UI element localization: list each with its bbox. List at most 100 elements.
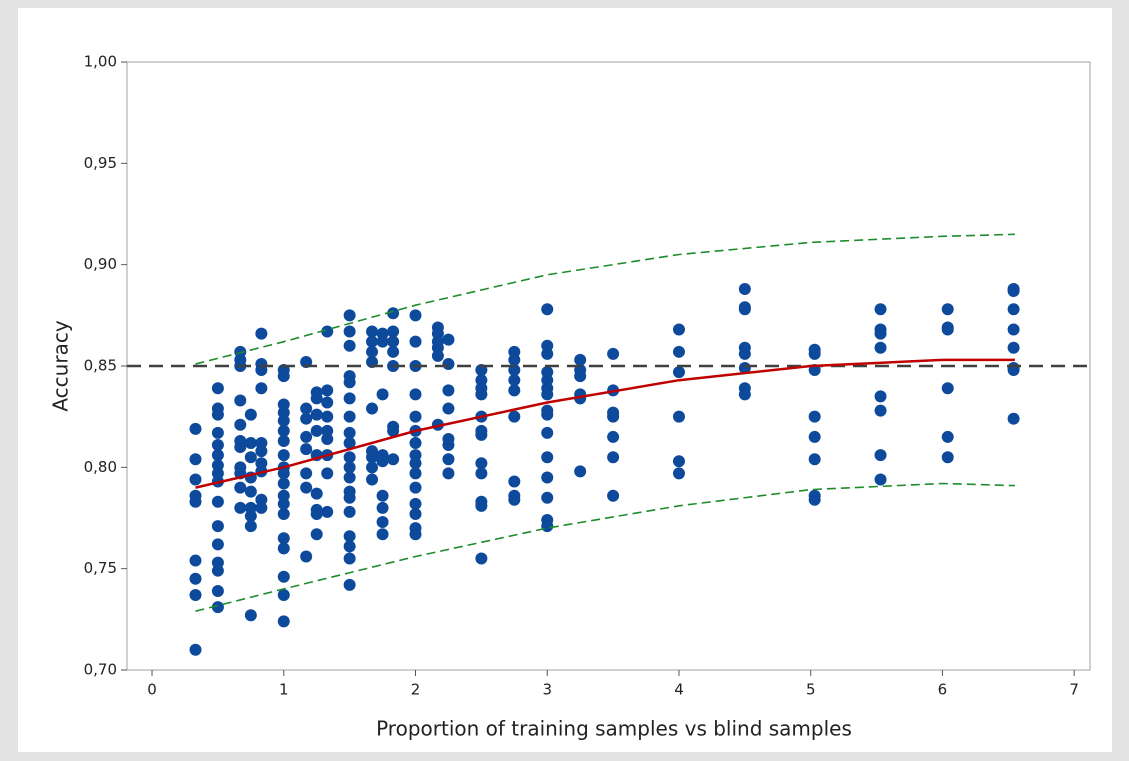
scatter-point [541,388,554,401]
scatter-point [808,347,821,360]
scatter-point [475,388,488,401]
scatter-point [475,428,488,441]
scatter-point [672,455,685,468]
scatter-point [376,335,389,348]
scatter-point [541,451,554,464]
scatter-point [234,441,247,454]
scatter-point [211,382,224,395]
scatter-point [300,430,313,443]
scatter-point [607,410,620,423]
scatter-point [874,404,887,417]
scatter-point [343,491,356,504]
y-tick-label: 0,80 [84,458,117,476]
scatter-point [409,481,422,494]
scatter-point [255,327,268,340]
scatter-point [343,325,356,338]
x-tick-label: 4 [674,681,684,699]
scatter-point [366,451,379,464]
scatter-point [941,451,954,464]
scatter-point [808,430,821,443]
scatter-point [672,467,685,480]
scatter-point [343,461,356,474]
scatter-point [343,451,356,464]
scatter-point [376,516,389,529]
scatter-point [672,366,685,379]
scatter-point [366,461,379,474]
scatter-point [541,491,554,504]
scatter-point [321,410,334,423]
scatter-point [310,424,323,437]
scatter-point [343,530,356,543]
y-tick-label: 0,95 [84,154,117,172]
x-tick-label: 0 [147,681,157,699]
scatter-point [343,339,356,352]
scatter-point [343,309,356,322]
scatter-point [300,550,313,563]
scatter-point [321,396,334,409]
scatter-point [541,347,554,360]
scatter-point [409,467,422,480]
scatter-point [189,589,202,602]
scatter-point [343,552,356,565]
scatter-point [941,430,954,443]
scatter-point [277,589,290,602]
scatter-point [409,335,422,348]
prediction-band [195,482,1015,612]
scatter-point [255,501,268,514]
scatter-point [508,374,521,387]
prediction-band [195,233,1015,365]
scatter-point [189,572,202,585]
scatter-point [409,457,422,470]
scatter-point [300,467,313,480]
scatter-point [255,445,268,458]
x-tick-label: 5 [806,681,816,699]
scatter-point [874,327,887,340]
scatter-point [277,370,290,383]
scatter-point [277,615,290,628]
scatter-point [211,426,224,439]
scatter-point [475,499,488,512]
scatter-point [277,542,290,555]
scatter-point [672,323,685,336]
scatter-point [277,467,290,480]
scatter-point [244,609,257,622]
scatter-point [211,538,224,551]
scatter-point [387,335,400,348]
scatter-point [874,341,887,354]
scatter-point [277,532,290,545]
scatter-point [541,471,554,484]
scatter-point [277,449,290,462]
scatter-point [442,357,455,370]
scatter-point [475,552,488,565]
x-tick-label: 3 [542,681,552,699]
scatter-point [277,477,290,490]
scatter-point [941,382,954,395]
scatter-point [277,434,290,447]
scatter-point [211,520,224,533]
scatter-point [244,509,257,522]
scatter-point [300,402,313,415]
scatter-point [442,402,455,415]
scatter-point [189,422,202,435]
scatter-point [366,473,379,486]
scatter-point [366,402,379,415]
scatter-point [442,384,455,397]
scatter-point [234,418,247,431]
scatter-point [808,493,821,506]
scatter-point [508,410,521,423]
scatter-point [409,507,422,520]
scatter-point [211,584,224,597]
scatter-point [387,345,400,358]
scatter-point [321,505,334,518]
scatter-point [874,473,887,486]
scatter-point [941,323,954,336]
scatter-point [343,376,356,389]
scatter-point [1007,341,1020,354]
scatter-point [607,489,620,502]
scatter-point [387,325,400,338]
x-tick-label: 2 [411,681,421,699]
scatter-point [366,335,379,348]
scatter-point [607,451,620,464]
scatter-point [300,412,313,425]
scatter-point [310,507,323,520]
